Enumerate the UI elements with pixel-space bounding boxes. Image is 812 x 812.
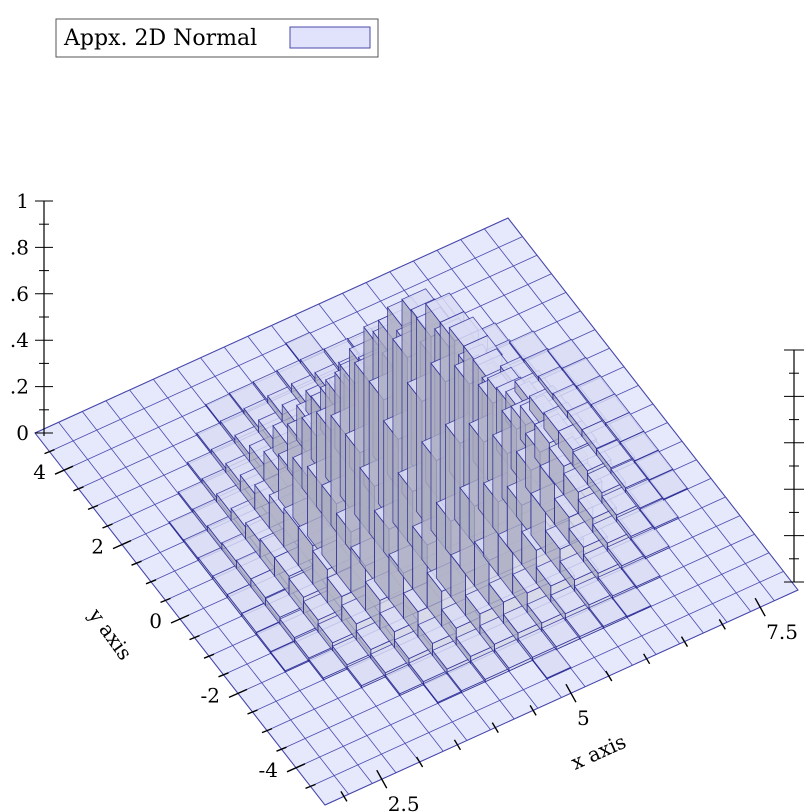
y-tick-label: -2 [201, 683, 220, 707]
x-tick [415, 756, 424, 768]
y-tick [286, 763, 306, 773]
y-tick [203, 653, 215, 659]
histogram-bar [639, 497, 679, 531]
x-tick [340, 791, 348, 802]
x-tick [376, 769, 388, 789]
legend-swatch [289, 26, 371, 49]
z-tick-label: .8 [10, 235, 29, 259]
z-tick-label: .2 [10, 375, 29, 399]
y-tick [73, 486, 84, 492]
z-tick-label: .4 [10, 328, 29, 352]
x-tick [643, 653, 651, 665]
y-tick [112, 539, 132, 550]
z-tick-label: 1 [16, 189, 29, 213]
x-tick [491, 722, 499, 733]
y-tick [54, 465, 74, 475]
y-tick [145, 579, 157, 585]
legend-label: Appx. 2D Normal [63, 26, 257, 51]
histogram-bar [621, 556, 661, 590]
y-tick [189, 634, 200, 641]
histogram-bar [611, 586, 652, 619]
z-tick-label: .6 [10, 282, 29, 306]
histogram-bar [648, 469, 688, 502]
y-axis-label: y axis [83, 603, 137, 664]
y-tick [170, 614, 190, 624]
grid-line [324, 589, 799, 806]
histogram-bars [168, 288, 688, 705]
histogram-bar [531, 648, 572, 681]
y-tick-label: 0 [149, 609, 162, 633]
y-tick [276, 746, 287, 752]
x-tick-label: 7.5 [766, 620, 798, 644]
x-tick-label: 5 [577, 706, 590, 730]
x-tick [453, 739, 462, 751]
grid-line [34, 217, 509, 434]
y-tick [228, 688, 248, 699]
x-tick [529, 705, 537, 716]
x-tick-label: 2.5 [388, 792, 420, 812]
y-tick [102, 523, 113, 529]
x-tick [718, 619, 726, 630]
z-tick-label: 0 [16, 421, 29, 445]
x-tick [754, 597, 766, 617]
y-tick [247, 709, 258, 715]
y-tick [131, 560, 142, 566]
y-tick-label: -4 [259, 758, 278, 782]
y-tick [44, 448, 55, 455]
y-tick [87, 504, 99, 511]
axes: 0 .2 .4 .6 .8 1 -4 -2 0 2 4 2.5 5 7.5 [10, 189, 804, 812]
x-tick [565, 683, 577, 703]
y-tick [218, 672, 229, 678]
y-tick-label: 4 [33, 460, 46, 484]
x-tick [680, 636, 689, 647]
y-tick [261, 727, 273, 734]
y-tick [160, 597, 171, 604]
x-tick [605, 670, 613, 682]
x-axis-label: x axis [567, 729, 629, 774]
y-tick-label: 2 [91, 535, 104, 559]
legend: Appx. 2D Normal [55, 18, 379, 58]
y-tick [305, 783, 316, 790]
